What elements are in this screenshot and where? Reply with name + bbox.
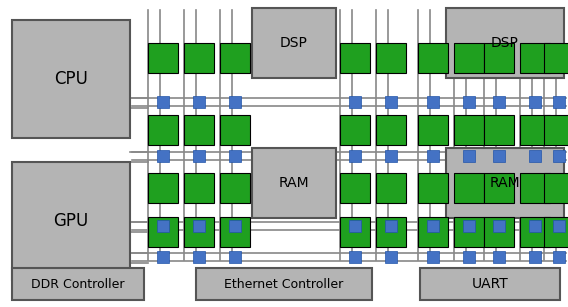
Bar [12, 162, 130, 280]
Bar [229, 251, 241, 263]
Bar [193, 251, 205, 263]
Bar [544, 43, 568, 73]
Bar [340, 217, 370, 247]
Bar [427, 96, 439, 108]
Bar [427, 251, 439, 263]
Bar [520, 217, 550, 247]
Bar [529, 220, 541, 232]
Text: RAM: RAM [490, 176, 520, 190]
Bar [520, 43, 550, 73]
Text: CPU: CPU [54, 70, 88, 88]
Bar [463, 220, 475, 232]
Bar [12, 20, 130, 138]
Bar [484, 173, 514, 203]
Bar [493, 220, 505, 232]
Bar [484, 115, 514, 145]
Bar [420, 268, 560, 300]
Bar [157, 96, 169, 108]
Bar [446, 148, 564, 218]
Bar [418, 43, 448, 73]
Bar [427, 220, 439, 232]
Bar [427, 150, 439, 162]
Bar [484, 43, 514, 73]
Bar [520, 115, 550, 145]
Bar [520, 173, 550, 203]
Bar [418, 173, 448, 203]
Bar [544, 173, 568, 203]
Bar [376, 43, 406, 73]
Bar [553, 96, 565, 108]
Bar [553, 150, 565, 162]
Text: DDR Controller: DDR Controller [31, 278, 125, 290]
Bar [193, 150, 205, 162]
Bar [252, 8, 336, 78]
Bar [454, 217, 484, 247]
Bar [385, 96, 397, 108]
Bar [553, 220, 565, 232]
Bar [349, 251, 361, 263]
Bar [148, 43, 178, 73]
Bar [376, 115, 406, 145]
Bar [349, 96, 361, 108]
Text: DSP: DSP [280, 36, 308, 50]
Bar [463, 96, 475, 108]
Bar [148, 173, 178, 203]
Bar [493, 150, 505, 162]
Text: DSP: DSP [491, 36, 519, 50]
Bar [157, 150, 169, 162]
Bar [252, 148, 336, 218]
Bar [418, 217, 448, 247]
Bar [463, 251, 475, 263]
Bar [544, 115, 568, 145]
Bar [157, 220, 169, 232]
Bar [220, 43, 250, 73]
Bar [184, 217, 214, 247]
Bar [493, 96, 505, 108]
Bar [220, 217, 250, 247]
Bar [385, 251, 397, 263]
Bar [229, 150, 241, 162]
Bar [340, 115, 370, 145]
Bar [463, 150, 475, 162]
Bar [229, 96, 241, 108]
Bar [454, 115, 484, 145]
Bar [418, 115, 448, 145]
Bar [220, 115, 250, 145]
Bar [196, 268, 372, 300]
Text: UART: UART [471, 277, 508, 291]
Bar [184, 43, 214, 73]
Bar [193, 220, 205, 232]
Bar [529, 96, 541, 108]
Bar [446, 8, 564, 78]
Bar [157, 251, 169, 263]
Bar [12, 268, 144, 300]
Bar [376, 217, 406, 247]
Text: GPU: GPU [53, 212, 89, 230]
Bar [385, 220, 397, 232]
Text: RAM: RAM [279, 176, 310, 190]
Bar [148, 217, 178, 247]
Bar [184, 173, 214, 203]
Bar [349, 150, 361, 162]
Bar [148, 115, 178, 145]
Bar [220, 173, 250, 203]
Bar [553, 251, 565, 263]
Bar [193, 96, 205, 108]
Bar [376, 173, 406, 203]
Bar [340, 43, 370, 73]
Bar [484, 217, 514, 247]
Bar [184, 115, 214, 145]
Bar [493, 251, 505, 263]
Bar [385, 150, 397, 162]
Bar [349, 220, 361, 232]
Bar [529, 251, 541, 263]
Bar [454, 43, 484, 73]
Bar [544, 217, 568, 247]
Bar [529, 150, 541, 162]
Bar [340, 173, 370, 203]
Bar [454, 173, 484, 203]
Text: Ethernet Controller: Ethernet Controller [224, 278, 344, 290]
Bar [229, 220, 241, 232]
